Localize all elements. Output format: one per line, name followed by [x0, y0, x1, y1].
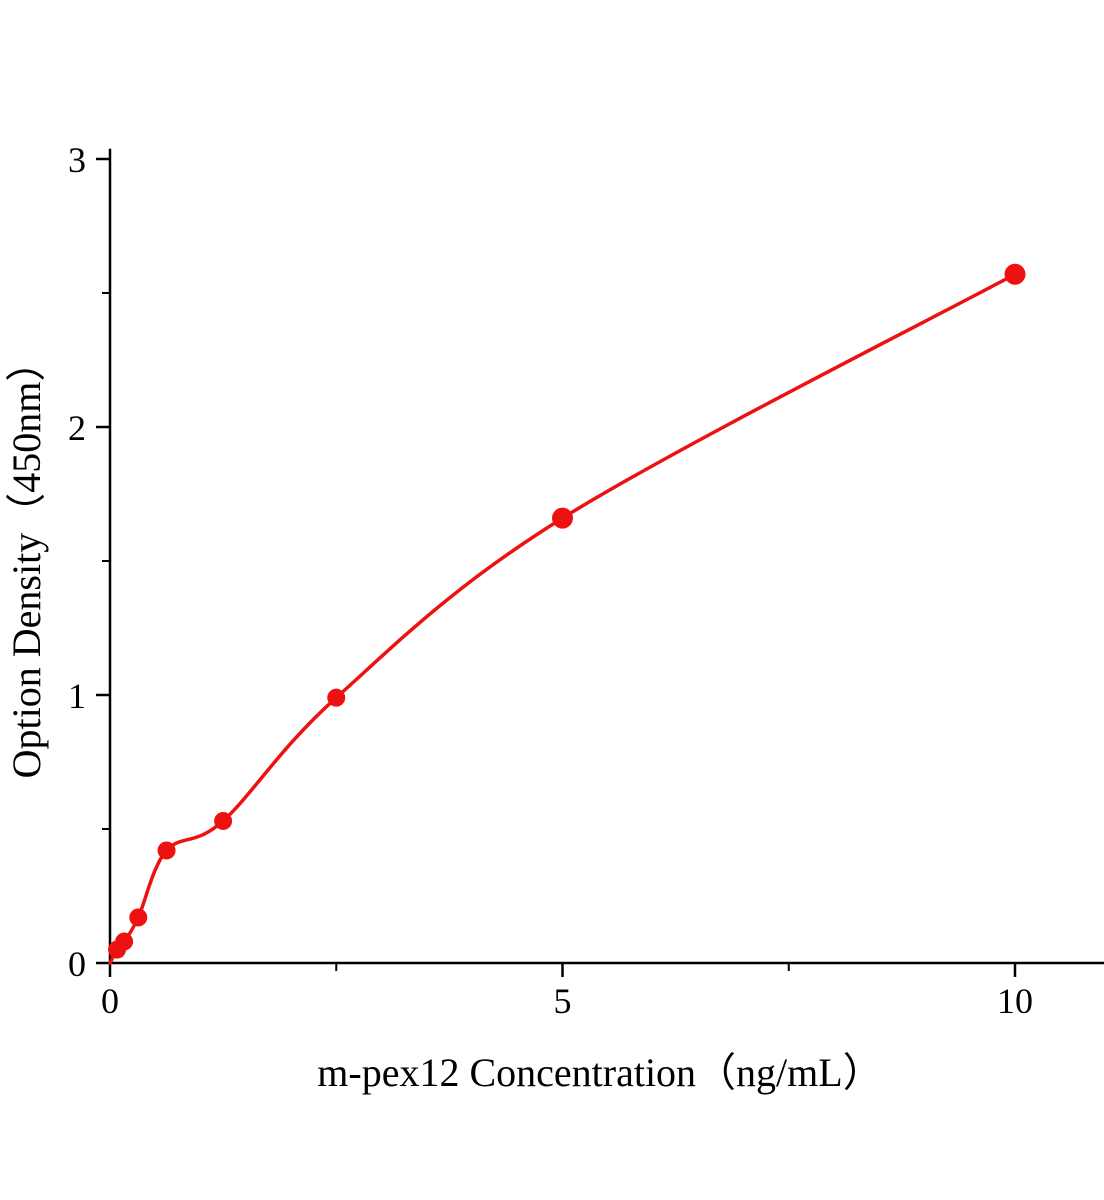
data-point: [1004, 263, 1026, 285]
x-tick-label: 10: [997, 981, 1033, 1021]
plot-series: [108, 263, 1026, 965]
data-point: [214, 811, 233, 830]
data-point: [552, 507, 573, 529]
data-point: [327, 688, 346, 707]
x-tick-label: 0: [101, 981, 119, 1021]
data-point: [157, 841, 176, 860]
y-axis-title: Option Density（450nm）: [4, 342, 49, 779]
x-tick-label: 5: [554, 981, 572, 1021]
y-tick-label: 0: [68, 944, 86, 984]
axis-ticks: 0 5 10 0 1 2 3: [68, 140, 1033, 1021]
axes: [108, 148, 1104, 965]
fitted-curve: [108, 272, 1017, 965]
y-tick-label: 3: [68, 140, 86, 180]
y-tick-label: 1: [68, 676, 86, 716]
data-point: [115, 932, 134, 951]
data-point: [129, 908, 148, 927]
axis-lines: [108, 148, 1104, 965]
y-tick-label: 2: [68, 408, 86, 448]
x-axis-title: m-pex12 Concentration（ng/mL）: [317, 1050, 882, 1095]
